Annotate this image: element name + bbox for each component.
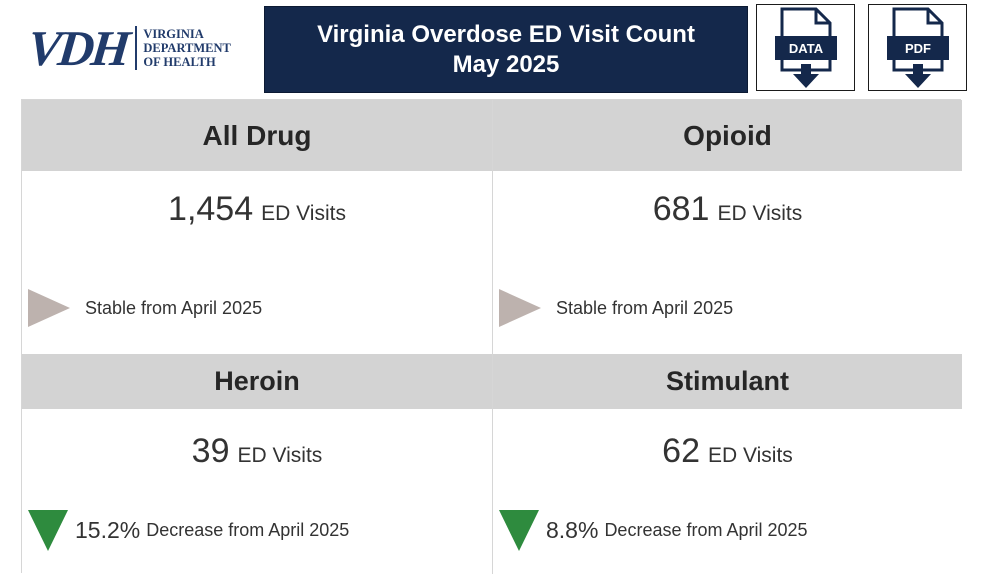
visit-count: 681 ED Visits bbox=[493, 190, 962, 229]
card-title: Heroin bbox=[22, 354, 492, 409]
card-heroin: Heroin 39 ED Visits 15.2% Decrease from A… bbox=[22, 354, 492, 574]
decrease-triangle-icon bbox=[28, 510, 68, 551]
data-download-icon: DATA bbox=[774, 7, 837, 88]
visit-count: 1,454 ED Visits bbox=[22, 190, 492, 229]
card-title: All Drug bbox=[22, 100, 492, 171]
visit-count: 39 ED Visits bbox=[22, 432, 492, 471]
card-title: Stimulant bbox=[493, 354, 962, 409]
logo-line-2: DEPARTMENT bbox=[143, 41, 231, 55]
page-title-line-1: Virginia Overdose ED Visit Count bbox=[317, 20, 695, 48]
visit-count: 62 ED Visits bbox=[493, 432, 962, 471]
vdh-logo: VDH VIRGINIA DEPARTMENT OF HEALTH bbox=[25, 20, 256, 76]
pdf-button-label: PDF bbox=[905, 41, 931, 56]
trend-indicator: Stable from April 2025 bbox=[498, 288, 733, 328]
trend-percent: 15.2% bbox=[75, 516, 141, 543]
card-title: Opioid bbox=[493, 100, 962, 171]
overdose-cards-grid: All Drug 1,454 ED Visits Stable from Apri… bbox=[21, 99, 962, 574]
visit-count-number: 681 bbox=[652, 190, 710, 228]
trend-indicator: Stable from April 2025 bbox=[27, 288, 262, 328]
visit-count-number: 1,454 bbox=[168, 190, 254, 228]
trend-text: Decrease from April 2025 bbox=[146, 519, 350, 540]
card-all-drug: All Drug 1,454 ED Visits Stable from Apri… bbox=[22, 100, 492, 354]
trend-indicator: 15.2% Decrease from April 2025 bbox=[27, 508, 349, 552]
data-download-button[interactable]: DATA bbox=[756, 4, 855, 91]
data-button-label: DATA bbox=[788, 41, 823, 56]
visit-count-unit: ED Visits bbox=[717, 202, 803, 225]
trend-percent: 8.8% bbox=[546, 516, 599, 543]
logo-divider bbox=[135, 26, 138, 70]
page-title-line-2: May 2025 bbox=[452, 50, 560, 78]
decrease-triangle-icon bbox=[499, 510, 539, 551]
stable-triangle-icon bbox=[28, 289, 70, 327]
pdf-download-button[interactable]: PDF bbox=[868, 4, 967, 91]
logo-text: VIRGINIA DEPARTMENT OF HEALTH bbox=[143, 27, 231, 69]
logo-line-3: OF HEALTH bbox=[143, 55, 216, 69]
trend-indicator: 8.8% Decrease from April 2025 bbox=[498, 508, 808, 552]
trend-text: Stable from April 2025 bbox=[556, 297, 734, 318]
visit-count-number: 62 bbox=[662, 432, 700, 470]
visit-count-unit: ED Visits bbox=[708, 444, 793, 467]
visit-count-number: 39 bbox=[191, 432, 230, 470]
stable-triangle-icon bbox=[499, 289, 541, 327]
pdf-download-icon: PDF bbox=[886, 7, 949, 88]
card-opioid: Opioid 681 ED Visits Stable from April 20… bbox=[492, 100, 962, 354]
trend-text: Decrease from April 2025 bbox=[604, 519, 808, 540]
visit-count-unit: ED Visits bbox=[261, 202, 346, 225]
page-title: Virginia Overdose ED Visit Count May 202… bbox=[264, 6, 748, 93]
logo-line-1: VIRGINIA bbox=[143, 27, 204, 41]
trend-text: Stable from April 2025 bbox=[85, 297, 263, 318]
visit-count-unit: ED Visits bbox=[237, 444, 323, 467]
card-stimulant: Stimulant 62 ED Visits 8.8% Decrease from… bbox=[492, 354, 962, 574]
logo-mark: VDH bbox=[25, 20, 131, 76]
